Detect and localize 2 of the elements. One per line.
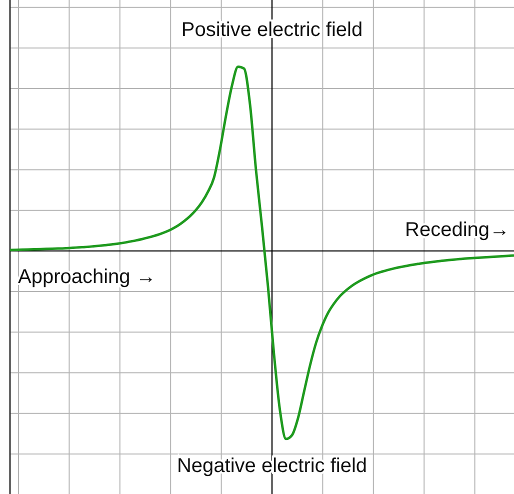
annotation: Approaching → bbox=[18, 266, 156, 288]
annotation: Receding→ bbox=[405, 219, 510, 241]
